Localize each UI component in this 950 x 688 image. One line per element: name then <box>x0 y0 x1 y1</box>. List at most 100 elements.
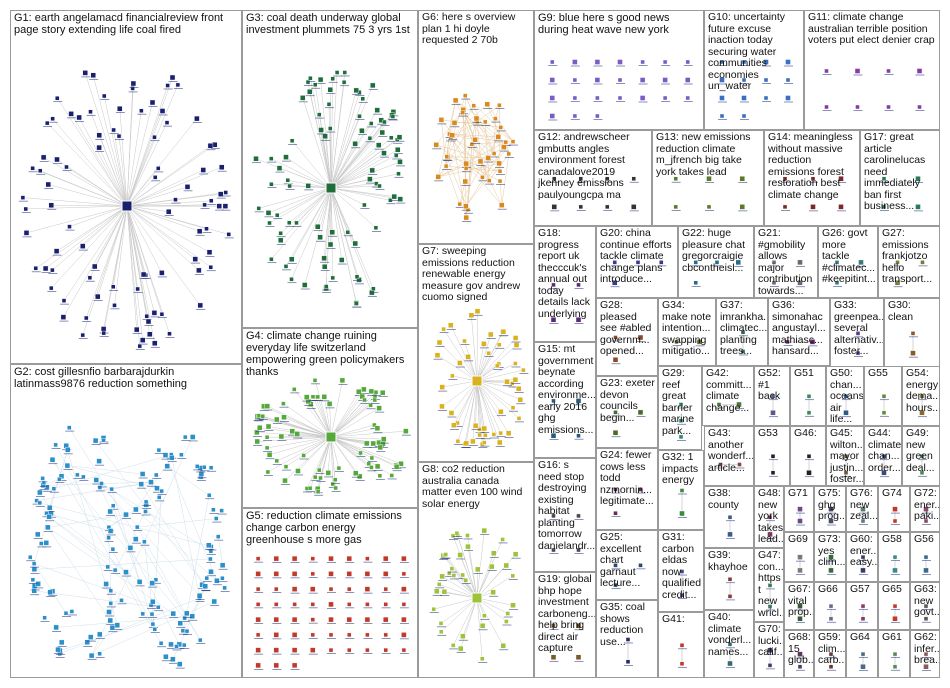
group-cell-g45: G45: wilton... mayor justin... foster... <box>826 426 864 486</box>
edge <box>476 380 501 434</box>
node <box>133 506 139 513</box>
node <box>576 433 581 438</box>
node <box>463 160 469 167</box>
node <box>828 518 834 524</box>
node <box>197 637 203 643</box>
node <box>152 340 158 346</box>
edge <box>296 187 332 224</box>
node <box>465 354 471 360</box>
edge <box>113 130 128 207</box>
node <box>317 234 323 240</box>
node <box>39 541 44 546</box>
edge <box>330 436 397 468</box>
group-network-g45 <box>842 454 851 477</box>
node <box>498 408 504 415</box>
edge <box>465 95 514 142</box>
node <box>595 113 600 119</box>
node <box>512 551 519 557</box>
node <box>368 388 375 395</box>
node <box>253 155 259 162</box>
node <box>255 647 261 653</box>
node <box>43 540 49 546</box>
node <box>576 282 581 288</box>
node <box>200 167 206 173</box>
node <box>549 113 556 119</box>
node <box>727 531 733 538</box>
node <box>480 175 485 180</box>
node <box>330 481 336 487</box>
node <box>30 166 35 171</box>
edge <box>330 396 363 438</box>
node <box>159 312 165 317</box>
node <box>23 230 30 236</box>
node <box>197 302 204 309</box>
node <box>639 77 646 83</box>
node <box>834 280 840 285</box>
node <box>462 178 468 185</box>
edge <box>55 444 155 630</box>
node <box>782 204 788 210</box>
node <box>843 410 849 416</box>
node <box>312 474 318 480</box>
node <box>156 166 161 171</box>
node <box>266 452 273 458</box>
node <box>443 163 449 169</box>
edge <box>126 205 196 260</box>
node <box>494 363 500 369</box>
edge <box>126 122 168 207</box>
edge <box>126 168 159 207</box>
node <box>506 151 512 157</box>
node <box>164 120 170 125</box>
node <box>216 203 222 209</box>
node <box>785 59 791 65</box>
node <box>838 176 844 182</box>
node <box>860 506 866 512</box>
node <box>860 651 866 657</box>
node <box>164 463 170 469</box>
edge <box>330 187 342 261</box>
edge <box>314 380 332 438</box>
edge <box>111 488 218 581</box>
group-network-g73 <box>827 554 836 575</box>
group-network-g6 <box>432 93 519 222</box>
node <box>366 461 371 467</box>
node <box>374 107 380 113</box>
group-network-g34 <box>672 339 705 347</box>
node <box>196 592 203 599</box>
edge <box>472 380 478 442</box>
node <box>49 285 54 291</box>
group-network-g42 <box>715 401 744 409</box>
node <box>923 664 929 670</box>
node <box>510 139 516 144</box>
node <box>451 422 457 429</box>
node <box>305 183 311 189</box>
node <box>57 476 62 482</box>
node <box>112 303 117 308</box>
edge <box>450 104 488 138</box>
edge <box>47 514 127 528</box>
node <box>500 537 505 542</box>
node <box>321 394 328 400</box>
node <box>273 555 279 562</box>
node <box>886 104 891 110</box>
node <box>170 656 176 662</box>
node <box>828 651 834 657</box>
hub-node <box>325 431 337 443</box>
node <box>376 405 382 411</box>
node <box>90 72 96 78</box>
node <box>358 450 363 456</box>
edge <box>487 104 505 148</box>
node <box>114 622 120 628</box>
node <box>255 602 261 607</box>
node <box>219 562 226 568</box>
node <box>550 432 557 439</box>
node <box>181 642 187 648</box>
node <box>828 603 834 609</box>
node <box>154 472 159 478</box>
node <box>740 349 746 354</box>
group-cell-g70: G70: lucki... calif... <box>754 622 784 678</box>
node <box>310 586 316 592</box>
node <box>685 59 690 65</box>
node <box>168 454 175 461</box>
